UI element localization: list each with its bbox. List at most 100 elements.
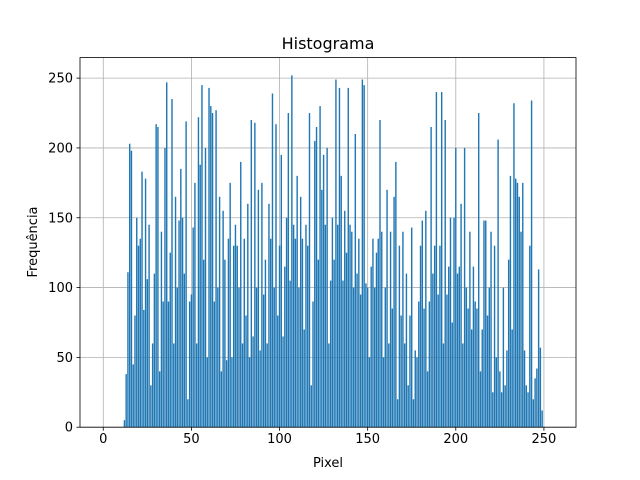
bar bbox=[486, 315, 489, 428]
bar bbox=[522, 182, 524, 428]
bar bbox=[432, 273, 434, 428]
bar bbox=[412, 399, 415, 428]
bar bbox=[319, 106, 321, 428]
bar bbox=[451, 322, 453, 428]
bar bbox=[303, 329, 305, 428]
bar bbox=[515, 178, 517, 428]
x-tick-label: 150 bbox=[355, 432, 380, 447]
bar bbox=[266, 343, 268, 428]
bar bbox=[470, 329, 473, 428]
bar bbox=[222, 210, 224, 428]
bar bbox=[234, 224, 237, 428]
bar bbox=[130, 150, 133, 428]
bar bbox=[287, 113, 290, 428]
bar bbox=[400, 315, 402, 428]
bar bbox=[213, 301, 216, 428]
bar bbox=[217, 287, 219, 428]
bar bbox=[273, 287, 275, 428]
bar bbox=[188, 301, 191, 428]
bar bbox=[389, 231, 392, 428]
bar bbox=[291, 75, 293, 428]
bar bbox=[495, 357, 498, 428]
y-tick-label: 150 bbox=[48, 211, 73, 226]
x-tick-label: 50 bbox=[183, 432, 200, 447]
bar bbox=[388, 343, 390, 428]
bar bbox=[204, 147, 207, 428]
bar bbox=[391, 308, 394, 428]
bar bbox=[444, 120, 446, 428]
bar bbox=[462, 343, 464, 428]
x-tick-label: 250 bbox=[532, 432, 557, 447]
bar bbox=[132, 364, 134, 428]
bar bbox=[259, 350, 261, 428]
bar bbox=[474, 301, 476, 428]
bar bbox=[419, 245, 422, 428]
bar bbox=[368, 357, 371, 428]
bar bbox=[430, 126, 432, 428]
bar bbox=[386, 189, 388, 428]
bar bbox=[299, 196, 302, 428]
bar bbox=[167, 301, 170, 428]
bar bbox=[310, 385, 312, 428]
x-tick-label: 200 bbox=[443, 432, 468, 447]
bar bbox=[359, 294, 362, 428]
bar bbox=[537, 269, 540, 428]
bar bbox=[493, 245, 496, 428]
bar bbox=[255, 287, 258, 428]
bar bbox=[280, 154, 282, 428]
bar bbox=[477, 113, 480, 428]
bar bbox=[185, 121, 187, 428]
bar bbox=[139, 238, 141, 428]
bar bbox=[180, 168, 182, 428]
bar bbox=[211, 113, 214, 428]
bar bbox=[455, 147, 457, 428]
bar bbox=[224, 259, 226, 428]
bar bbox=[372, 238, 374, 428]
bar bbox=[240, 161, 242, 428]
bar bbox=[396, 399, 399, 428]
bar bbox=[254, 122, 256, 428]
bar bbox=[225, 360, 228, 428]
bar bbox=[197, 117, 200, 428]
bar bbox=[351, 231, 353, 428]
bar bbox=[321, 189, 323, 428]
y-tick-label: 50 bbox=[56, 351, 73, 366]
bar bbox=[342, 280, 344, 428]
bar bbox=[296, 175, 298, 428]
bar bbox=[220, 371, 223, 428]
bar bbox=[236, 245, 238, 428]
bar bbox=[499, 371, 501, 428]
bar bbox=[173, 343, 175, 428]
bar bbox=[511, 329, 513, 428]
bar bbox=[335, 79, 337, 428]
bar bbox=[192, 227, 194, 428]
bar bbox=[520, 231, 522, 428]
bar bbox=[275, 124, 277, 428]
bar bbox=[483, 220, 485, 428]
bar bbox=[465, 287, 468, 428]
bar bbox=[532, 399, 535, 428]
bar bbox=[500, 392, 503, 428]
y-tick-label: 0 bbox=[65, 421, 73, 436]
bar bbox=[395, 161, 397, 428]
bar bbox=[171, 99, 173, 428]
bar bbox=[160, 231, 163, 428]
bar bbox=[190, 294, 193, 428]
bar bbox=[134, 315, 136, 428]
bar bbox=[227, 238, 230, 428]
bar bbox=[268, 203, 270, 428]
bar bbox=[418, 301, 420, 428]
bar bbox=[333, 259, 335, 428]
bar bbox=[490, 231, 492, 428]
bar bbox=[345, 252, 348, 428]
bar bbox=[358, 238, 360, 428]
bar bbox=[398, 245, 401, 428]
bar bbox=[381, 231, 383, 428]
bar bbox=[194, 182, 196, 428]
bar bbox=[340, 175, 342, 428]
bar bbox=[315, 126, 318, 428]
bar bbox=[442, 343, 445, 428]
bar bbox=[405, 273, 408, 428]
bar bbox=[305, 224, 307, 428]
